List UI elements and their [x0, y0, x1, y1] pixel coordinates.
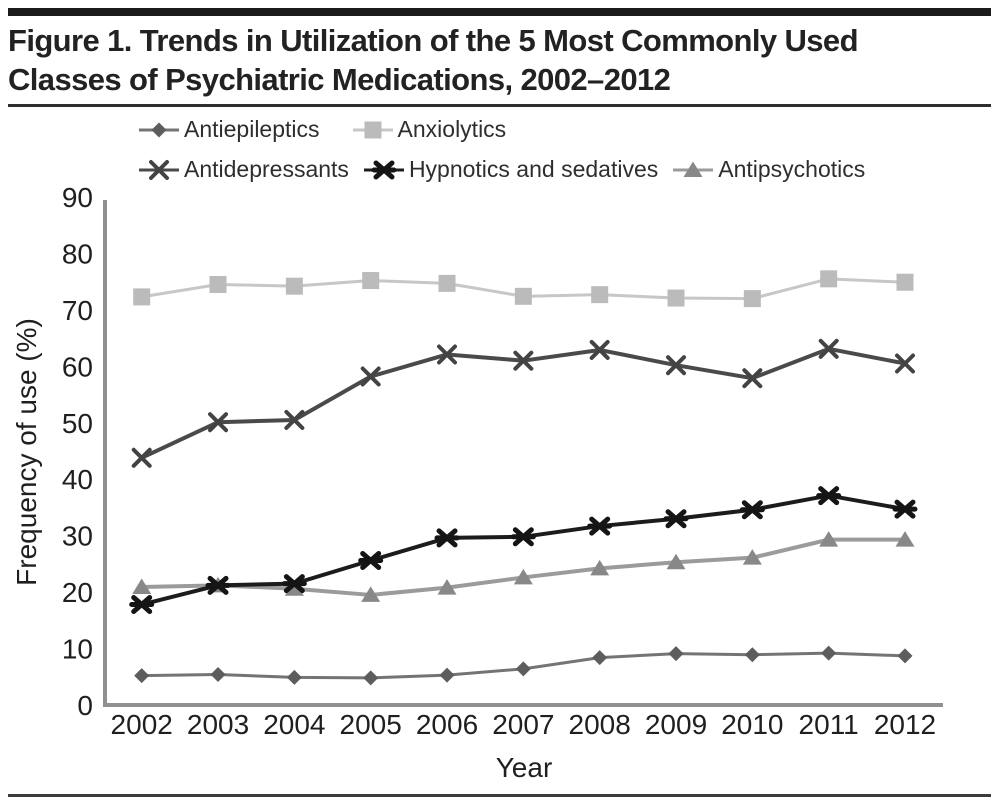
svg-text:90: 90 — [62, 182, 93, 213]
legend-square-icon — [352, 121, 393, 138]
legend-item-antipsychotics: Antipsychotics — [671, 156, 865, 183]
svg-text:50: 50 — [62, 408, 93, 439]
top-rule — [8, 8, 991, 16]
svg-text:2009: 2009 — [645, 709, 707, 740]
svg-text:2012: 2012 — [874, 709, 936, 740]
svg-text:70: 70 — [62, 295, 93, 326]
figure-title-line1: Figure 1. Trends in Utilization of the 5… — [8, 23, 859, 58]
svg-text:10: 10 — [62, 634, 93, 665]
svg-text:2006: 2006 — [416, 709, 478, 740]
legend-item-hypnotics: Hypnotics and sedatives — [362, 156, 658, 183]
legend-label: Anxiolytics — [397, 116, 507, 142]
svg-text:0: 0 — [77, 690, 93, 721]
svg-text:20: 20 — [62, 577, 93, 608]
figure-title: Figure 1. Trends in Utilization of the 5… — [8, 21, 993, 99]
legend-label: Antidepressants — [184, 156, 349, 182]
legend-diamond-icon — [139, 122, 179, 137]
svg-text:30: 30 — [62, 521, 93, 552]
bottom-rule — [8, 794, 991, 797]
svg-text:2011: 2011 — [799, 709, 859, 740]
svg-text:2003: 2003 — [187, 709, 249, 740]
title-divider — [8, 104, 991, 107]
svg-text:2007: 2007 — [492, 709, 554, 740]
legend-label: Antipsychotics — [718, 156, 866, 182]
svg-text:60: 60 — [62, 351, 93, 382]
svg-text:2010: 2010 — [721, 709, 783, 740]
chart-legend: Antiepileptics Anxiolytics Antidepressan… — [137, 113, 997, 186]
legend-row-1: Antiepileptics Anxiolytics — [137, 113, 997, 146]
legend-item-anxiolytics: Anxiolytics — [351, 116, 507, 143]
svg-text:2004: 2004 — [263, 709, 325, 740]
svg-text:80: 80 — [62, 238, 93, 269]
figure-title-line2: Classes of Psychiatric Medications, 2002… — [8, 62, 671, 97]
legend-label: Antiepileptics — [184, 116, 320, 142]
legend-triangle-icon — [673, 161, 714, 177]
legend-asterisk-icon — [363, 160, 404, 179]
svg-text:Year: Year — [496, 752, 553, 783]
svg-text:2008: 2008 — [569, 709, 631, 740]
svg-text:2005: 2005 — [340, 709, 402, 740]
svg-text:40: 40 — [62, 464, 93, 495]
svg-text:2002: 2002 — [111, 709, 173, 740]
legend-item-antidepressants: Antidepressants — [137, 156, 349, 183]
legend-item-antiepileptics: Antiepileptics — [137, 116, 320, 143]
legend-row-2: Antidepressants Hypnotics and sedatives … — [137, 153, 997, 186]
svg-text:Frequency of use (%): Frequency of use (%) — [11, 318, 42, 586]
legend-label: Hypnotics and sedatives — [408, 156, 659, 182]
legend-x-icon — [139, 159, 179, 180]
